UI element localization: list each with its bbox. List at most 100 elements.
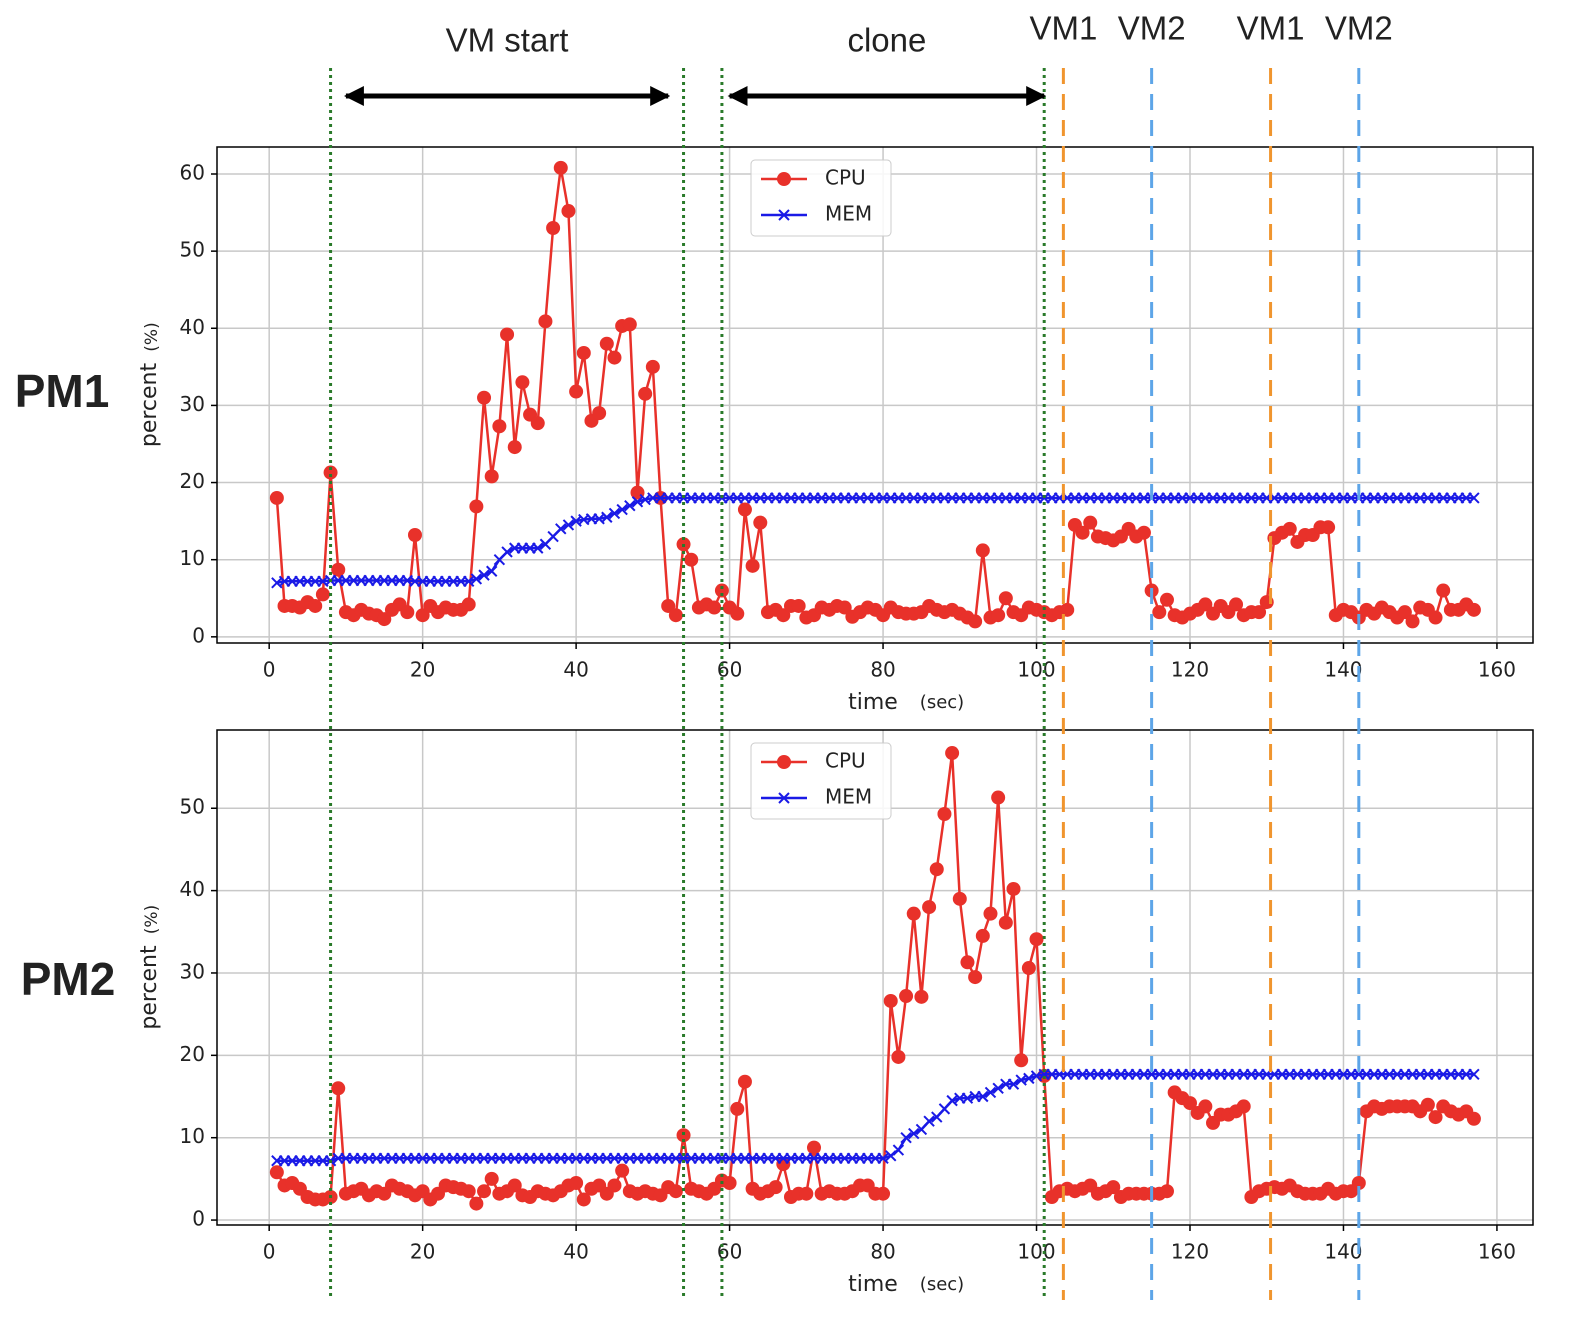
y-tick-label: 50 (180, 795, 205, 819)
cpu-point (269, 1165, 284, 1180)
mem-point (778, 792, 790, 804)
cpu-point (1436, 583, 1451, 598)
mem-point (923, 1115, 935, 1127)
y-tick-label: 30 (180, 959, 205, 983)
cpu-point (891, 1049, 906, 1064)
cpu-point (469, 499, 484, 514)
cpu-point (983, 906, 998, 921)
mem-point (984, 1086, 997, 1099)
cpu-point (975, 543, 990, 558)
mem-point (908, 1127, 920, 1140)
cpu-point (1351, 1175, 1366, 1190)
cpu-point (400, 605, 415, 620)
cpu-point (607, 1178, 622, 1193)
mem-point (1007, 1078, 1020, 1090)
x-tick-label: 80 (870, 658, 895, 682)
x-tick-label: 20 (410, 658, 435, 682)
mem-point (946, 1094, 958, 1107)
mem-point (624, 499, 636, 512)
cpu-point (1021, 961, 1036, 976)
mem-point (555, 523, 567, 535)
legend-label: MEM (825, 785, 872, 809)
cpu-point (914, 989, 929, 1004)
cpu-point (1014, 1053, 1029, 1068)
x-tick-label: 100 (1017, 1240, 1055, 1264)
cpu-point (515, 375, 530, 390)
cpu-point (777, 755, 791, 769)
cpu-point (1159, 1184, 1174, 1199)
cpu-point (1029, 932, 1044, 947)
cpu-point (1159, 592, 1174, 607)
x-tick-label: 80 (870, 1240, 895, 1264)
y-tick-label: 10 (180, 1124, 205, 1148)
cpu-point (461, 597, 476, 612)
y-tick-label: 20 (180, 1042, 205, 1066)
cpu-point (730, 606, 745, 621)
cpu-point (1321, 520, 1336, 535)
cpu-point (737, 502, 752, 517)
cpu-point (730, 1101, 745, 1116)
cpu-point (668, 608, 683, 623)
cpu-point (500, 327, 515, 342)
cpu-point (377, 612, 392, 627)
cpu-point (1075, 525, 1090, 540)
x-tick-label: 140 (1324, 1240, 1362, 1264)
mem-point (1468, 492, 1480, 504)
cpu-point (477, 390, 492, 405)
mem-point (478, 569, 490, 581)
mem-point (1468, 1068, 1480, 1080)
cpu-point (645, 359, 660, 374)
cpu-point (1198, 1099, 1213, 1114)
mem-point (562, 519, 575, 531)
mem-point (486, 565, 498, 577)
cpu-point (722, 1175, 737, 1190)
mem-point (616, 503, 628, 516)
cpu-point (968, 614, 983, 629)
cpu-point (622, 317, 637, 332)
cpu-point (477, 1184, 492, 1199)
cpu-point (331, 562, 346, 577)
cpu-point (922, 900, 937, 915)
y-axis-label: percent (137, 362, 162, 447)
mem-point (992, 1082, 1004, 1094)
cpu-point (469, 1196, 484, 1211)
x-tick-label: 140 (1324, 658, 1362, 682)
cpu-point (308, 598, 323, 613)
cpu-point (991, 790, 1006, 805)
legend-label: CPU (825, 749, 866, 773)
cpu-point (1060, 602, 1075, 617)
x-tick-label: 20 (410, 1240, 435, 1264)
mem-point (501, 546, 513, 558)
cpu-point (569, 384, 584, 399)
mem-point (601, 511, 613, 523)
cpu-point (415, 608, 430, 623)
x-axis-label: time (848, 690, 898, 715)
y-tick-label: 40 (180, 877, 205, 901)
cpu-point (507, 440, 522, 455)
y-axis-unit: (%) (142, 322, 162, 351)
cpu-point (1152, 605, 1167, 620)
cpu-point (684, 552, 699, 567)
x-axis-label: time (848, 1272, 898, 1297)
cpu-point (945, 746, 960, 761)
cpu-point (607, 350, 622, 365)
x-tick-label: 100 (1017, 658, 1055, 682)
cpu-point (899, 989, 914, 1004)
cpu-point (331, 1081, 346, 1096)
x-tick-label: 0 (263, 658, 276, 682)
cpu-point (837, 600, 852, 615)
cpu-point (1083, 515, 1098, 530)
event-label: VM1 (1237, 10, 1305, 47)
cpu-point (906, 906, 921, 921)
x-tick-label: 160 (1478, 1240, 1516, 1264)
cpu-point (707, 600, 722, 615)
panel-label: PM1 (15, 365, 110, 417)
cpu-point (737, 1074, 752, 1089)
cpu-point (991, 608, 1006, 623)
y-tick-label: 0 (192, 623, 205, 647)
mem-point (532, 542, 544, 554)
cpu-point (1420, 1097, 1435, 1112)
cpu-point (576, 345, 591, 360)
cpu-point (1428, 610, 1443, 625)
